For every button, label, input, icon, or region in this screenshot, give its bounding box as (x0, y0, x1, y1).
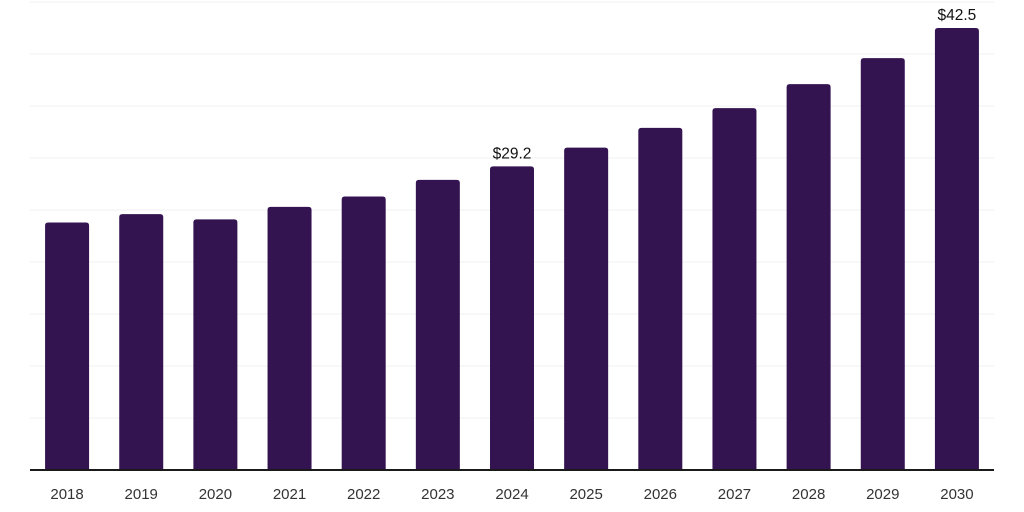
x-tick-2027: 2027 (718, 486, 751, 503)
bar-2023 (415, 179, 460, 470)
bar-2028 (786, 84, 831, 470)
x-tick-2020: 2020 (199, 486, 232, 503)
x-tick-2028: 2028 (792, 486, 825, 503)
data-label-2024: $29.2 (493, 145, 532, 162)
data-label-2030: $42.5 (938, 7, 977, 24)
bar-2018 (45, 222, 90, 470)
bar-2019 (119, 214, 164, 470)
bar-2027 (712, 108, 757, 470)
bar-2025 (564, 147, 609, 470)
x-tick-2024: 2024 (495, 486, 528, 503)
bar-2030 (934, 28, 979, 470)
x-tick-2023: 2023 (421, 486, 454, 503)
bar-2026 (638, 127, 683, 470)
x-tick-2025: 2025 (569, 486, 602, 503)
x-tick-2026: 2026 (644, 486, 677, 503)
bar-2020 (193, 219, 238, 470)
bar-2021 (267, 206, 312, 470)
bar-2022 (341, 196, 386, 471)
x-tick-2019: 2019 (125, 486, 158, 503)
x-tick-2022: 2022 (347, 486, 380, 503)
x-tick-2021: 2021 (273, 486, 306, 503)
x-tick-2018: 2018 (50, 486, 83, 503)
bar-2029 (860, 58, 905, 470)
bar-2024 (490, 166, 534, 470)
x-tick-2030: 2030 (940, 486, 973, 503)
x-tick-2029: 2029 (866, 486, 899, 503)
